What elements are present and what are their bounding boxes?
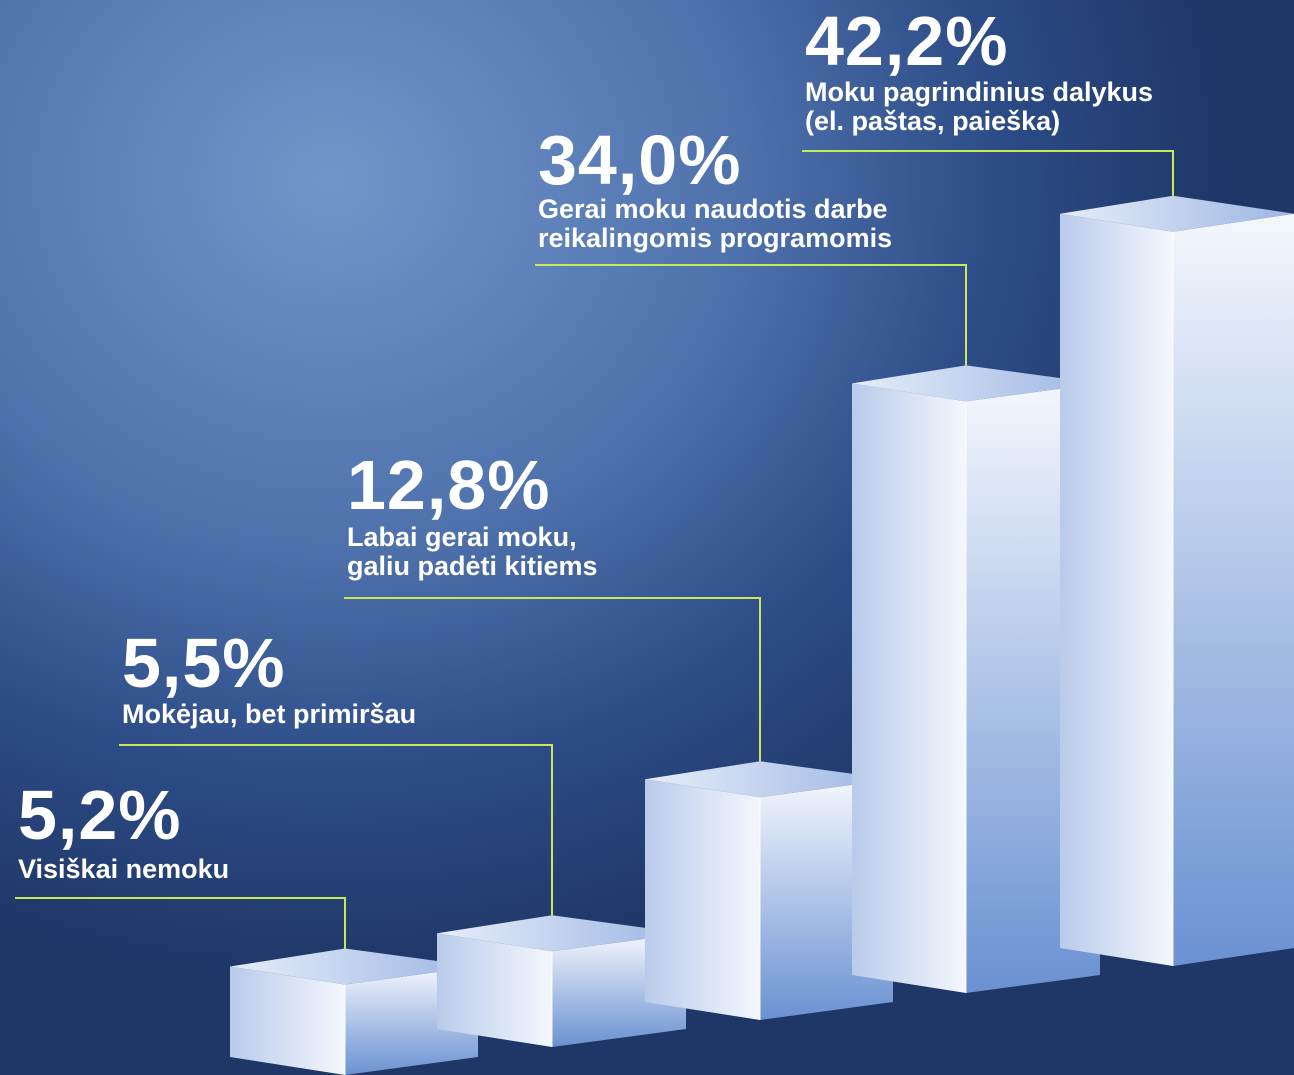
category-label: Visiškai nemoku [18, 854, 230, 884]
bar-left-face [437, 933, 552, 1047]
bar-top-face [852, 365, 1100, 402]
leader-line [802, 150, 1174, 196]
leader-line [344, 597, 761, 762]
bar-left-face [645, 779, 760, 1020]
bar-left-face [230, 966, 345, 1075]
value-label: 34,0% [538, 121, 742, 199]
category-label: Gerai moku naudotis darbe reikalingomis … [538, 194, 893, 253]
bar-left-face [1060, 213, 1173, 967]
bar-top-face [230, 948, 478, 985]
bar-right-face [1173, 213, 1294, 967]
category-label: Mokėjau, bet primiršau [122, 699, 417, 729]
bar-top-face [645, 761, 893, 798]
value-label: 5,2% [18, 776, 182, 854]
leader-line [535, 264, 967, 366]
value-label: 42,2% [805, 2, 1009, 80]
leader-line [15, 897, 346, 949]
leader-line [119, 744, 553, 916]
category-label: Labai gerai moku, galiu padėti kitiems [347, 522, 598, 581]
bar [1060, 195, 1294, 967]
value-label: 12,8% [347, 446, 551, 524]
bar-top-face [1060, 195, 1294, 232]
bar-left-face [852, 383, 966, 993]
value-label: 5,5% [122, 624, 286, 702]
bar-top-face [437, 915, 686, 952]
category-label: Moku pagrindinius dalykus (el. paštas, p… [805, 77, 1154, 136]
